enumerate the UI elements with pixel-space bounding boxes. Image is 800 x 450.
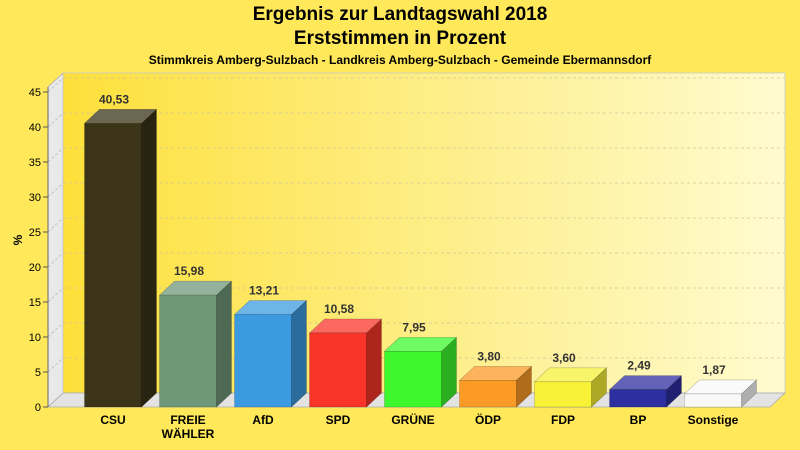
plot-side-wall bbox=[47, 72, 64, 408]
bar-value-label: 15,98 bbox=[174, 264, 204, 278]
category-label: SPD bbox=[326, 413, 351, 427]
gridline-side bbox=[47, 322, 64, 338]
y-tick-label: 0 bbox=[35, 402, 41, 414]
bar bbox=[384, 351, 442, 408]
category-label: FDP bbox=[551, 413, 575, 427]
bar bbox=[684, 393, 742, 408]
category-label: ÖDP bbox=[475, 412, 501, 427]
category-label: BP bbox=[630, 413, 647, 427]
bar-value-label: 3,80 bbox=[477, 349, 501, 363]
chart-location: Stimmkreis Amberg-Sulzbach - Landkreis A… bbox=[148, 53, 652, 67]
bar-side bbox=[141, 108, 157, 408]
y-tick-label: 15 bbox=[29, 297, 41, 309]
y-tick-label: 25 bbox=[29, 227, 41, 239]
y-tick-label: 10 bbox=[29, 332, 41, 344]
gridline-side bbox=[47, 182, 64, 198]
category-label: FREIE bbox=[170, 413, 205, 427]
bar bbox=[309, 332, 367, 408]
gridline-side bbox=[47, 357, 64, 373]
chart-subtitle: Erststimmen in Prozent bbox=[293, 28, 507, 49]
bar-side bbox=[216, 280, 232, 408]
y-tick-label: 45 bbox=[29, 87, 41, 99]
y-tick-label: 20 bbox=[29, 262, 41, 274]
y-tick-label: 35 bbox=[29, 157, 41, 169]
bar-value-label: 40,53 bbox=[99, 92, 129, 106]
category-label: CSU bbox=[100, 413, 125, 427]
bar-value-label: 7,95 bbox=[402, 320, 426, 334]
gridline-side bbox=[47, 147, 64, 163]
gridline-side bbox=[47, 112, 64, 128]
y-tick-label: 40 bbox=[29, 122, 41, 134]
gridline-side bbox=[47, 217, 64, 233]
gridline-side bbox=[47, 77, 64, 93]
y-tick-label: 30 bbox=[29, 192, 41, 204]
bar bbox=[84, 122, 142, 408]
bar bbox=[459, 380, 517, 408]
category-label: GRÜNE bbox=[391, 412, 434, 427]
category-label: Sonstige bbox=[688, 413, 739, 427]
category-label: AfD bbox=[252, 413, 274, 427]
bar-side bbox=[366, 318, 382, 408]
bar-value-label: 1,87 bbox=[702, 363, 726, 377]
bar-value-label: 3,60 bbox=[552, 351, 576, 365]
bar-side bbox=[291, 299, 307, 408]
bar bbox=[234, 314, 292, 408]
category-label: WÄHLER bbox=[162, 426, 215, 441]
bar bbox=[534, 381, 592, 408]
bar-value-label: 13,21 bbox=[249, 284, 279, 298]
gridline-side bbox=[47, 287, 64, 303]
gridline-side bbox=[47, 252, 64, 268]
bar-value-label: 2,49 bbox=[627, 359, 651, 373]
bar bbox=[159, 294, 217, 408]
bar-value-label: 10,58 bbox=[324, 302, 354, 316]
y-axis-label: % bbox=[11, 234, 25, 245]
y-tick-label: 5 bbox=[35, 367, 41, 379]
bar bbox=[609, 389, 667, 408]
chart-title: Ergebnis zur Landtagswahl 2018 bbox=[252, 4, 548, 25]
